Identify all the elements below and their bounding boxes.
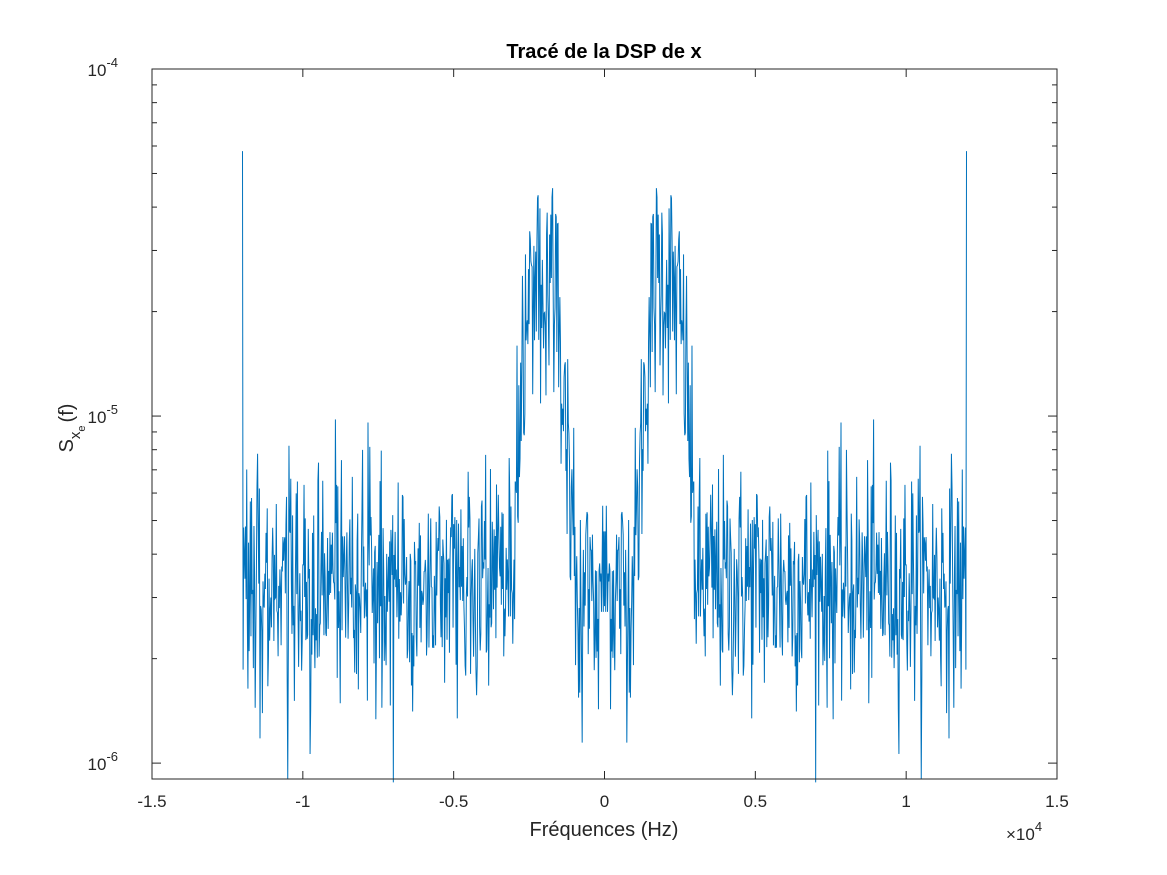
- y-tick-label-base: 10: [88, 61, 107, 80]
- x-scale-factor-exponent: 4: [1035, 819, 1042, 834]
- chart-title: Tracé de la DSP de x: [506, 41, 701, 63]
- x-tick-label: -1.5: [137, 792, 166, 811]
- y-tick-label: 10-5: [88, 402, 118, 427]
- plot-area: [152, 69, 1057, 779]
- y-tick-label: 10-4: [88, 55, 118, 80]
- x-tick-label: 1: [901, 792, 910, 811]
- y-axis-label-subsub: e: [76, 425, 88, 431]
- y-tick-label-exponent: -4: [106, 55, 118, 70]
- y-axis-label-suffix: (f): [56, 404, 78, 423]
- y-tick-label-base: 10: [88, 755, 107, 774]
- y-tick-label-base: 10: [88, 408, 107, 427]
- x-axis-ticks: -1.5 -1 -0.5 0 0.5 1 1.5: [137, 69, 1069, 811]
- y-axis-label-sub: x: [67, 431, 84, 439]
- x-tick-label: 0: [600, 792, 609, 811]
- y-axis-label: Sxe (f): [56, 404, 88, 453]
- y-tick-label-exponent: -5: [106, 402, 118, 417]
- y-axis-ticks: 10-610-510-4: [88, 55, 1057, 780]
- y-tick-label-exponent: -6: [106, 749, 118, 764]
- x-scale-factor: ×104: [1006, 819, 1042, 844]
- x-tick-label: -1: [295, 792, 310, 811]
- svg-text:Sxe(f): Sxe (f): [56, 404, 88, 453]
- x-tick-label: 0.5: [744, 792, 768, 811]
- x-scale-factor-base: ×10: [1006, 825, 1035, 844]
- x-axis-label: Fréquences (Hz): [530, 819, 679, 841]
- x-tick-label: -0.5: [439, 792, 468, 811]
- signal-series: [242, 151, 967, 783]
- dsp-series-line: [242, 151, 967, 783]
- y-axis-label-base: S: [56, 439, 78, 452]
- x-tick-label: 1.5: [1045, 792, 1069, 811]
- y-tick-label: 10-6: [88, 749, 118, 774]
